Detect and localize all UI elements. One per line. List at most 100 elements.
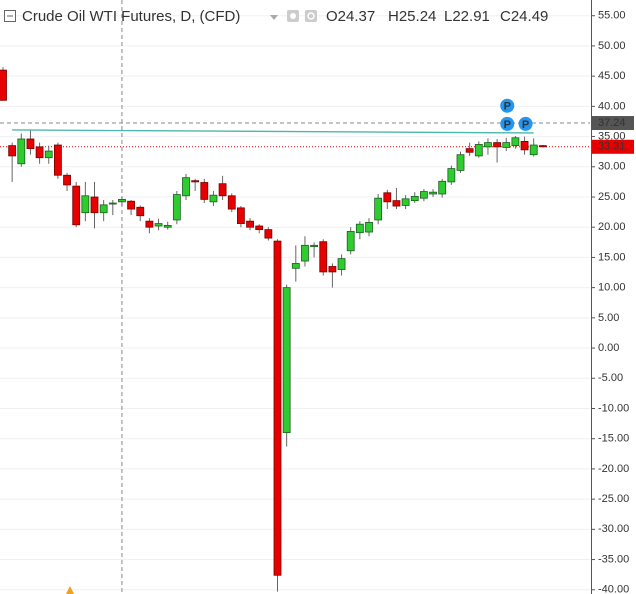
candle-body [520, 140, 529, 151]
marker [500, 116, 515, 131]
candle-body [255, 225, 264, 231]
candle-body [392, 200, 401, 207]
candle-body [337, 258, 346, 270]
candle-body [484, 142, 492, 148]
y-tick-label: 50.00 [598, 40, 626, 52]
legend-item: O24.37 [326, 8, 375, 25]
y-tick-label: 20.00 [598, 221, 626, 233]
marker [500, 98, 515, 113]
legend-item: C24.49 [500, 8, 548, 25]
y-tick-label: 30.00 [598, 161, 626, 173]
candle-body [493, 142, 502, 148]
candle-body [227, 195, 236, 210]
ohlc-legend: O24.37 H25.24 L22.91 C24.49 [326, 8, 548, 25]
header: Crude Oil WTI Futures, D, (CFD) O24.37 H2… [4, 8, 548, 25]
legend-key: O [326, 8, 338, 25]
candle-body [529, 144, 538, 156]
y-tick-label: 35.00 [598, 130, 626, 142]
y-tick-label: 45.00 [598, 70, 626, 82]
candle-body [365, 221, 373, 233]
legend-item: H25.24 [388, 8, 436, 25]
candle-body [182, 177, 190, 197]
bottom-icon [66, 586, 74, 594]
candle-body [218, 183, 227, 197]
crosshair-price-label-box [592, 116, 634, 131]
price-axis: 55.00 50.00 45.00 40.00 35.00 30.00 25.00 20.00… [591, 10, 634, 594]
candle-body [54, 144, 62, 176]
candle-body [236, 207, 245, 224]
candle-body [163, 224, 172, 228]
legend-value: 24.49 [511, 8, 549, 25]
candle-body [264, 229, 273, 239]
marker-label: P [504, 101, 511, 113]
candle-body [35, 146, 44, 159]
candle-body [511, 137, 520, 147]
candle-body [273, 240, 282, 576]
candle-body [118, 199, 126, 203]
settings-icon[interactable] [305, 10, 317, 22]
candle-body [465, 148, 474, 153]
last-price-label-box [592, 139, 634, 154]
candle-body [383, 192, 392, 203]
settings-icon-ring [307, 12, 315, 20]
candle-body [63, 174, 71, 186]
candle-body [328, 266, 337, 273]
candle-body [200, 182, 209, 200]
y-tick-label: 5.00 [598, 312, 619, 324]
candle-body [301, 244, 309, 262]
candle-body [44, 150, 53, 159]
y-tick-label: -5.00 [598, 372, 623, 384]
marker [518, 116, 533, 131]
candle-body [438, 180, 447, 195]
candle-body [447, 168, 456, 183]
y-tick-label: -20.00 [598, 463, 629, 475]
candle-body [209, 194, 218, 203]
y-tick-label: -35.00 [598, 553, 629, 565]
candle-body [136, 206, 145, 217]
dropdown-arrow[interactable] [270, 15, 278, 20]
candle-body [429, 191, 437, 195]
candle-body [90, 196, 99, 214]
candle-body [419, 191, 428, 199]
candle-body [310, 244, 319, 247]
eye-icon-dot [290, 13, 296, 19]
marker-label: P [522, 119, 529, 131]
candle-body [154, 223, 163, 227]
candle-body [172, 194, 181, 221]
candle-body [26, 138, 35, 150]
candle-body [8, 145, 17, 157]
candle-body [319, 241, 328, 273]
grid [0, 0, 590, 594]
legend-key: C [500, 8, 511, 25]
candle-body [191, 180, 200, 183]
candle-body [246, 220, 254, 228]
legend-value: 25.24 [399, 8, 437, 25]
candle-body [282, 287, 291, 434]
last-price-label: 33.31 [598, 141, 626, 153]
legend-key: L [444, 8, 452, 25]
y-tick-label: 15.00 [598, 251, 626, 263]
candle-body [99, 204, 108, 214]
candle-body [502, 142, 511, 148]
y-tick-label: -40.00 [598, 584, 629, 594]
candle-body [410, 195, 419, 202]
y-tick-label: -10.00 [598, 402, 629, 414]
candle-body [538, 145, 547, 148]
candle-body [456, 154, 465, 171]
crosshair-price-label: 37.24 [598, 117, 626, 129]
candle-body [72, 185, 81, 226]
candle-body [127, 200, 135, 210]
y-tick-label: -30.00 [598, 523, 629, 535]
candle-body [17, 138, 26, 165]
candle-body [145, 220, 154, 228]
candle-body [0, 69, 7, 101]
y-tick-label: 40.00 [598, 100, 626, 112]
candle-body [474, 144, 483, 157]
legend-key: H [388, 8, 399, 25]
y-tick-label: 55.00 [598, 10, 626, 22]
y-tick-label: 25.00 [598, 191, 626, 203]
candle-body [291, 263, 300, 269]
candle-body [108, 202, 117, 205]
